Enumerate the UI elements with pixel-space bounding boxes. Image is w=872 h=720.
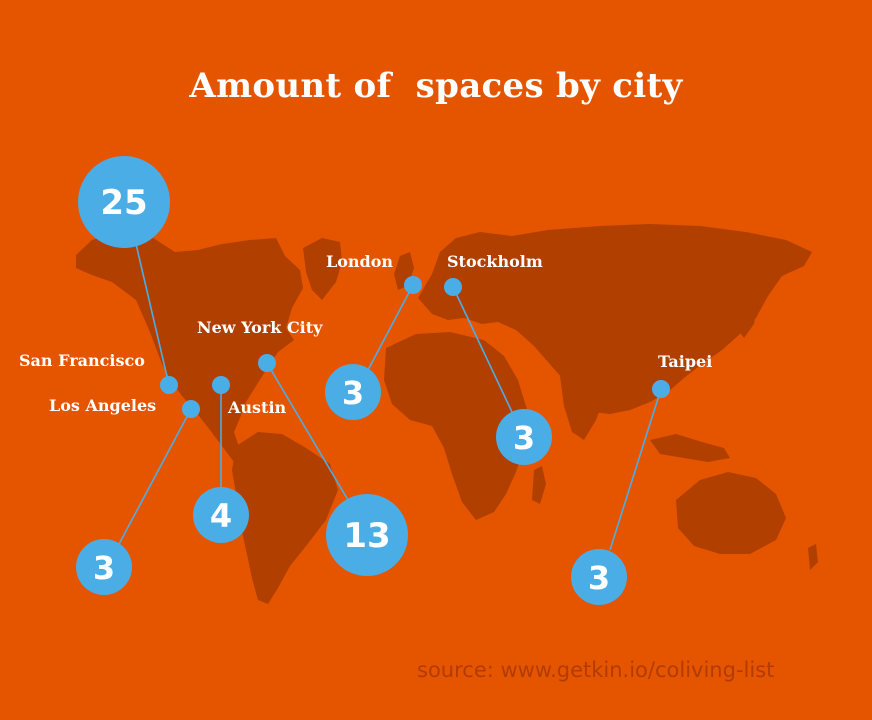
sea-islands-landmass	[650, 434, 730, 462]
landmass	[76, 224, 818, 604]
city-dot-new-york-city	[258, 354, 276, 372]
city-dot-austin	[212, 376, 230, 394]
city-label-stockholm: Stockholm	[447, 252, 543, 271]
count-value-san-francisco: 25	[100, 183, 147, 223]
south-america-landmass	[232, 432, 338, 604]
count-value-taipei: 3	[588, 559, 610, 597]
city-label-london: London	[326, 252, 394, 271]
count-bubble-london	[325, 364, 381, 420]
city-label-los-angeles: Los Angeles	[49, 396, 157, 415]
japan-landmass	[738, 296, 758, 338]
connector-line-taipei	[609, 388, 662, 551]
connector-line-london	[367, 284, 414, 371]
africa-landmass	[384, 332, 532, 520]
city-label-san-francisco: San Francisco	[19, 351, 145, 370]
count-bubble-san-francisco	[78, 156, 170, 248]
eurasia-landmass	[418, 224, 812, 414]
city-dot-stockholm	[444, 278, 462, 296]
source-credit: source: www.getkin.io/coliving-list	[417, 658, 775, 682]
count-value-austin: 4	[210, 497, 232, 535]
australia-landmass	[676, 472, 786, 554]
city-label-new-york-city: New York City	[197, 318, 323, 337]
count-bubble-austin	[193, 487, 249, 543]
count-value-new-york-city: 13	[343, 516, 390, 556]
city-label-austin: Austin	[228, 398, 287, 417]
city-label-taipei: Taipei	[658, 352, 713, 371]
count-bubble-taipei	[571, 549, 627, 605]
city-dot-san-francisco	[160, 376, 178, 394]
count-bubble-los-angeles	[76, 539, 132, 595]
count-value-london: 3	[342, 374, 364, 412]
city-dot-london	[404, 276, 422, 294]
count-bubble-stockholm	[496, 409, 552, 465]
madagascar-landmass	[532, 466, 546, 504]
count-bubble-new-york-city	[326, 494, 408, 576]
connector-line-new-york-city	[266, 362, 349, 501]
india-landmass	[560, 376, 604, 440]
count-bubbles	[76, 156, 627, 605]
greenland-landmass	[303, 238, 342, 300]
city-dot-los-angeles	[182, 400, 200, 418]
new-zealand-landmass	[808, 544, 818, 570]
connector-line-san-francisco	[135, 243, 170, 386]
connector-line-stockholm	[452, 286, 513, 413]
connector-lines	[117, 243, 662, 551]
count-value-stockholm: 3	[513, 419, 535, 457]
city-dot-taipei	[652, 380, 670, 398]
connector-line-los-angeles	[117, 408, 192, 547]
north-america-landmass	[76, 232, 303, 462]
city-dots	[160, 276, 670, 418]
count-values: 25 3 4 13 3 3 3	[93, 183, 610, 597]
map-title: Amount of spaces by city	[189, 66, 683, 106]
count-value-los-angeles: 3	[93, 549, 115, 587]
